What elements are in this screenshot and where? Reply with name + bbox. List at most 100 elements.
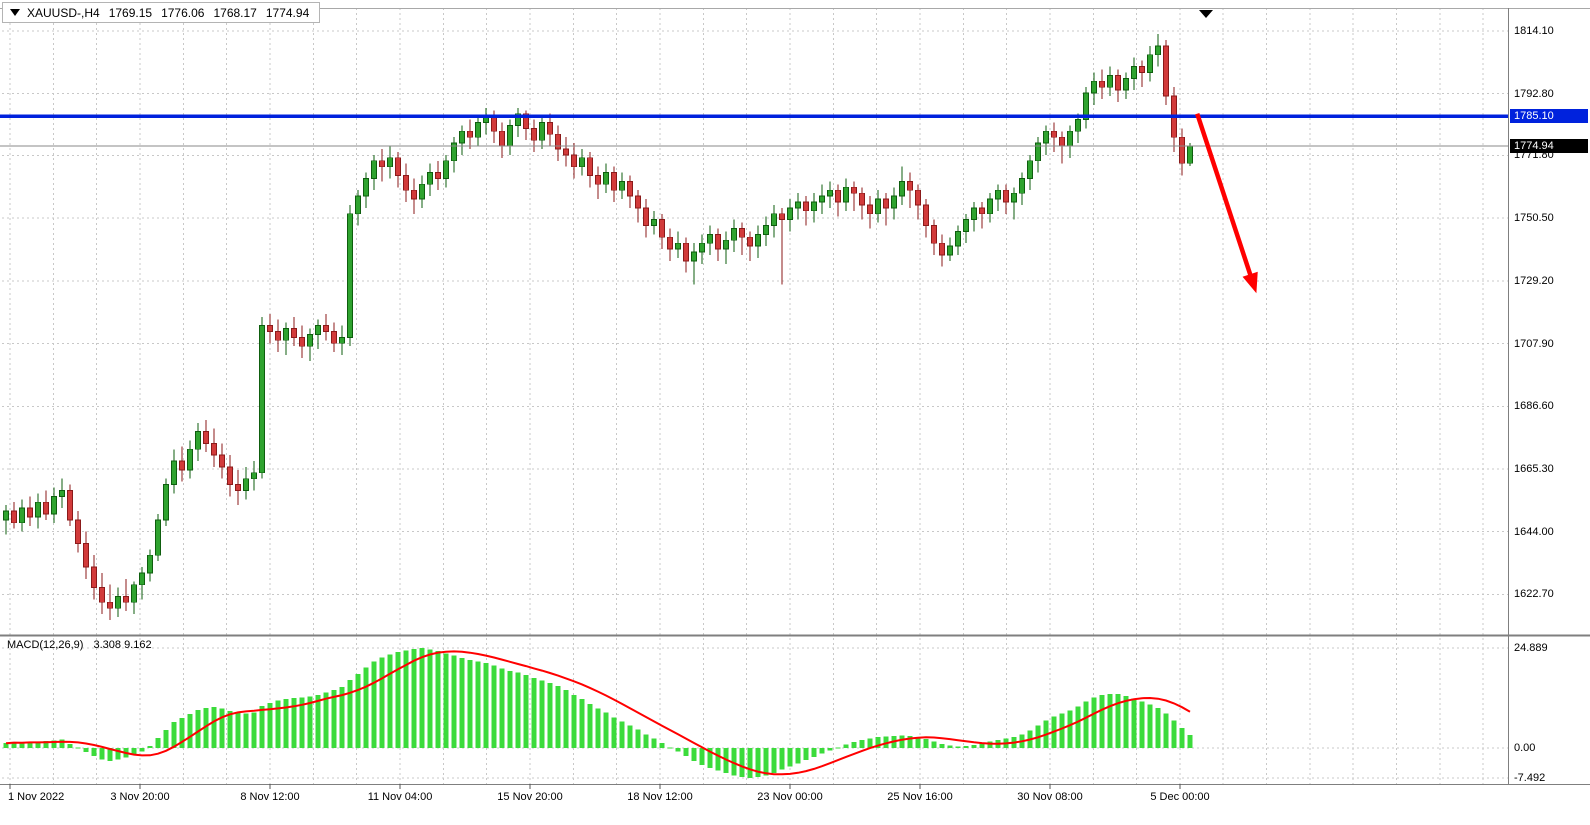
candle-body <box>1099 80 1105 88</box>
macd-histogram-bar <box>643 734 649 749</box>
candle-body <box>299 336 305 347</box>
candle-body <box>195 431 201 450</box>
candle-body <box>203 431 209 444</box>
macd-histogram-bar <box>27 741 33 749</box>
candle-body <box>979 207 985 215</box>
candle-body <box>515 113 521 126</box>
candle-body <box>1139 66 1145 73</box>
macd-histogram-bar <box>531 678 537 749</box>
macd-histogram-bar <box>187 713 193 749</box>
candle-body <box>643 207 649 226</box>
macd-histogram-bar <box>3 743 9 749</box>
candle-body <box>291 328 297 338</box>
candle-body <box>531 127 537 141</box>
candle-body <box>1123 77 1129 91</box>
macd-histogram-bar <box>315 695 321 749</box>
macd-histogram-bar <box>683 748 689 757</box>
macd-histogram-bar <box>275 700 281 749</box>
candle-body <box>675 242 681 250</box>
price-tick-label: 1729.20 <box>1514 274 1554 287</box>
macd-histogram-bar <box>147 746 153 749</box>
candle-body <box>403 175 409 191</box>
ohlc-low-value: 1768.17 <box>213 5 257 20</box>
candle-body <box>891 195 897 209</box>
candle-body <box>803 201 809 212</box>
candle-body <box>1067 130 1073 147</box>
macd-histogram-bar <box>827 748 833 751</box>
macd-histogram-bar <box>59 739 65 749</box>
macd-histogram-bar <box>1163 713 1169 749</box>
macd-histogram-bar <box>1091 697 1097 749</box>
candle-body <box>499 130 505 147</box>
resistance-price-flag[interactable]: 1785.10 <box>1510 109 1588 124</box>
time-axis-label: 8 Nov 12:00 <box>240 791 300 803</box>
macd-histogram-bar <box>923 739 929 749</box>
price-tick-label: 1750.50 <box>1514 212 1554 225</box>
candle-body <box>1115 75 1121 91</box>
candle-body <box>547 122 553 135</box>
candle-body <box>955 231 961 247</box>
macd-histogram-bar <box>1155 707 1161 749</box>
candle-body <box>1131 66 1137 79</box>
macd-histogram-bar <box>619 721 625 749</box>
macd-histogram-bar <box>539 680 545 749</box>
price-tick-label: 1792.80 <box>1514 87 1554 100</box>
macd-histogram-bar <box>1139 701 1145 749</box>
macd-histogram-bar <box>763 748 769 776</box>
candle-body <box>827 189 833 197</box>
macd-histogram-bar <box>955 746 961 749</box>
macd-histogram-bar <box>163 729 169 749</box>
macd-tick-label: -7.492 <box>1514 772 1546 785</box>
candle-body <box>363 178 369 197</box>
candle-body <box>1155 45 1161 56</box>
candle-body <box>379 160 385 168</box>
macd-histogram-bar <box>563 690 569 749</box>
macd-histogram-bar <box>1123 695 1129 749</box>
candle-body <box>323 325 329 332</box>
candle-body <box>395 157 401 176</box>
candle-body <box>59 490 65 497</box>
candle-body <box>627 180 633 197</box>
macd-histogram-bar <box>651 738 657 749</box>
candle-body <box>227 466 233 485</box>
candle-body <box>43 501 49 515</box>
candle-body <box>611 172 617 191</box>
candle-body <box>539 122 545 141</box>
candle-body <box>219 454 225 468</box>
macd-histogram-bar <box>467 660 473 749</box>
price-tick-label: 1665.30 <box>1514 462 1554 475</box>
candle-body <box>851 186 857 194</box>
macd-histogram-bar <box>971 744 977 749</box>
macd-histogram-bar <box>355 673 361 749</box>
price-tick-label: 1814.10 <box>1514 24 1554 37</box>
macd-histogram-bar <box>931 741 937 749</box>
macd-histogram-bar <box>963 746 969 749</box>
macd-histogram-bar <box>443 653 449 749</box>
macd-histogram-bar <box>139 748 145 752</box>
candle-body <box>579 157 585 168</box>
time-axis-label: 11 Nov 04:00 <box>367 791 433 803</box>
symbol-dropdown-icon[interactable] <box>10 9 20 16</box>
candle-body <box>1043 130 1049 144</box>
candle-body <box>1107 75 1113 88</box>
candle-body <box>1011 192 1017 203</box>
candle-body <box>211 442 217 456</box>
time-axis-label: 18 Nov 12:00 <box>627 791 693 803</box>
macd-histogram-bar <box>1083 701 1089 749</box>
candle-body <box>491 116 497 132</box>
candle-body <box>587 157 593 176</box>
macd-histogram-bar <box>19 742 25 749</box>
macd-histogram-bar <box>131 748 137 755</box>
candle-body <box>659 219 665 238</box>
candle-body <box>243 478 249 491</box>
candle-body <box>171 460 177 485</box>
macd-indicator-label: MACD(12,26,9) 3.308 9.162 <box>7 639 159 651</box>
candle-body <box>99 587 105 603</box>
macd-histogram-bar <box>1075 706 1081 749</box>
candle-body <box>131 584 137 603</box>
candle-body <box>67 490 73 521</box>
macd-histogram-bar <box>91 748 97 757</box>
candle-body <box>83 543 89 568</box>
